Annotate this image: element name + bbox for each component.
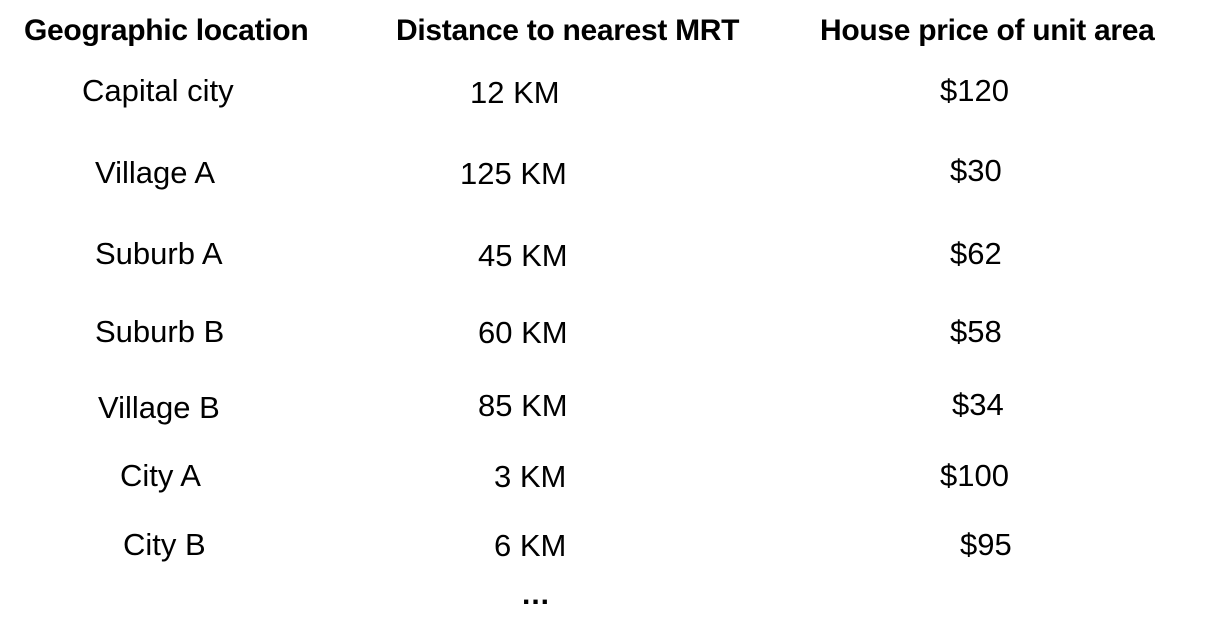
cell-price: $120 — [940, 73, 1009, 108]
cell-price: $100 — [940, 458, 1009, 493]
cell-price: $95 — [960, 527, 1012, 562]
cell-distance: 85 KM — [478, 388, 568, 423]
header-geographic-location: Geographic location — [24, 14, 309, 47]
cell-distance: 125 KM — [460, 156, 567, 191]
cell-distance: 3 KM — [494, 459, 567, 494]
cell-location: City B — [123, 527, 206, 562]
cell-price: $58 — [950, 314, 1002, 349]
cell-price: $30 — [950, 153, 1002, 188]
cell-distance: 60 KM — [478, 315, 568, 350]
continuation-ellipsis: ... — [522, 578, 551, 611]
cell-price: $34 — [952, 387, 1004, 422]
cell-price: $62 — [950, 236, 1002, 271]
cell-location: Suburb A — [95, 236, 223, 271]
cell-location: City A — [120, 458, 201, 493]
cell-distance: 6 KM — [494, 528, 567, 563]
cell-location: Capital city — [82, 73, 234, 108]
cell-location: Village B — [98, 390, 220, 425]
cell-distance: 45 KM — [478, 238, 568, 273]
header-house-price: House price of unit area — [820, 14, 1155, 47]
cell-distance: 12 KM — [470, 75, 560, 110]
cell-location: Village A — [95, 155, 216, 190]
header-distance-to-mrt: Distance to nearest MRT — [396, 14, 740, 47]
cell-location: Suburb B — [95, 314, 225, 349]
